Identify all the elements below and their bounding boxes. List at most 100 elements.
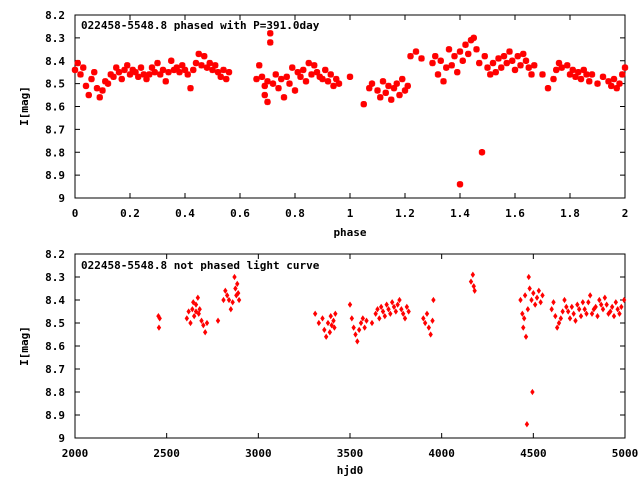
panel-1-data-point: [465, 50, 472, 58]
panel-1-x-tick-label: 1.6: [505, 207, 525, 220]
panel-1-data-point: [316, 73, 323, 80]
panel-1-data-point: [459, 57, 466, 64]
panel-2-data-point: [580, 299, 586, 306]
panel-1-data-point: [269, 80, 277, 87]
panel-2-data-point: [578, 312, 584, 320]
panel-2-data-point: [554, 324, 560, 331]
panel-1-data-point: [85, 91, 92, 99]
panel-2-data-point: [553, 312, 558, 320]
panel-1-data-point: [291, 87, 299, 94]
panel-2-x-tick-label: 4500: [520, 447, 547, 460]
panel-2-data-point: [199, 317, 204, 324]
panel-2-data-point: [320, 315, 325, 322]
panel-1-y-axis-label: I[mag]: [18, 86, 31, 126]
panel-1-data-point: [379, 78, 387, 85]
panel-2-data-point: [389, 299, 395, 306]
panel-1-data-point: [577, 75, 585, 83]
panel-1-data-point: [143, 75, 150, 83]
panel-2-data-point: [562, 296, 567, 304]
panel-2-data-point: [232, 273, 237, 281]
panel-1-x-tick-label: 2: [622, 207, 629, 220]
panel-2-data-point: [598, 301, 604, 308]
panel-1-data-point: [528, 71, 535, 78]
panel-1-data-point: [539, 71, 546, 78]
panel-2-data-point: [197, 306, 202, 313]
panel-1-y-tick-label: 8.9: [45, 169, 65, 182]
panel-1-data-point: [286, 80, 293, 87]
panel-2-data-point: [613, 299, 619, 306]
panel-2-data-point: [223, 287, 228, 294]
panel-2-x-tick-label: 3000: [245, 447, 272, 460]
panel-2-data-point: [228, 306, 234, 313]
panel-2-data-point: [358, 319, 364, 327]
panel-2-y-tick-label: 8.5: [45, 317, 65, 330]
panel-1-data-point: [93, 85, 101, 92]
panel-1-data-point: [377, 94, 384, 101]
panel-1-data-point: [300, 66, 307, 74]
panel-2-data-point: [312, 310, 318, 317]
panel-1-data-point: [404, 82, 411, 90]
panel-1-data-point: [550, 75, 557, 83]
panel-2-data-point: [576, 306, 582, 313]
panel-1-data-point: [91, 68, 98, 76]
panel-1-data-point: [517, 62, 524, 69]
panel-1-data-point: [132, 68, 139, 76]
panel-1-data-point: [71, 66, 79, 74]
panel-2-data-point: [540, 292, 545, 299]
panel-1-data-point: [80, 64, 87, 71]
panel-1-data-point: [126, 71, 134, 78]
panel-2-data-point: [356, 326, 362, 334]
panel-1-data-point: [289, 64, 296, 71]
panel-2-data-point: [536, 287, 542, 294]
panel-1-data-point: [599, 73, 607, 80]
panel-1-data-point: [162, 78, 169, 85]
panel-1-data-points: [71, 30, 629, 188]
panel-1-data-point: [77, 71, 84, 78]
panel-1-data-point: [558, 64, 565, 71]
panel-1-data-point: [484, 64, 491, 71]
panel-1-data-point: [388, 96, 395, 103]
panel-1-data-point: [473, 46, 480, 53]
panel-1-data-point: [294, 68, 301, 76]
panel-1-data-point: [487, 71, 494, 78]
panel-2-data-point: [524, 421, 530, 428]
panel-2-data-point: [191, 299, 196, 306]
panel-1-data-point: [429, 59, 436, 67]
panel-2-data-point: [587, 292, 593, 299]
panel-1-data-point: [330, 82, 337, 90]
panel-2-data-point: [422, 319, 428, 327]
panel-2-data-point: [190, 306, 195, 313]
panel-1-data-point: [564, 62, 571, 69]
panel-2-y-tick-label: 8.4: [45, 294, 65, 307]
panel-2-data-point: [349, 315, 355, 322]
panel-1-x-tick-label: 1.4: [450, 207, 470, 220]
panel-2-data-point: [375, 306, 380, 313]
panel-2-data-point: [520, 310, 525, 317]
panel-1-data-point: [104, 80, 112, 87]
panel-2-data-point: [573, 317, 578, 324]
panel-1-data-point: [74, 59, 81, 67]
panel-1-data-point: [360, 101, 367, 108]
panel-1-data-point: [184, 71, 191, 78]
panel-1-data-point: [588, 71, 596, 78]
panel-1-data-point: [580, 66, 587, 74]
panel-1-data-point: [311, 62, 318, 69]
panel-1-data-point: [511, 66, 519, 74]
panel-1-data-point: [261, 91, 268, 99]
panel-1-data-point: [99, 87, 106, 94]
panel-1-data-point: [151, 68, 158, 76]
panel-1-title: 022458-5548.8 phased with P=391.0day: [81, 19, 320, 32]
panel-2-data-point: [472, 287, 477, 294]
panel-2-data-point: [549, 306, 554, 313]
panel-1-data-point: [201, 52, 208, 60]
panel-1-data-point: [82, 82, 90, 90]
panel-1-data-point: [267, 30, 274, 37]
panel-2-data-point: [327, 329, 333, 336]
panel-1-data-point: [440, 78, 447, 85]
panel-1-data-point: [555, 59, 563, 67]
panel-1-data-point: [495, 55, 502, 62]
panel-1-data-point: [110, 73, 117, 80]
panel-2-data-point: [529, 296, 534, 304]
panel-1-data-point: [181, 66, 189, 74]
